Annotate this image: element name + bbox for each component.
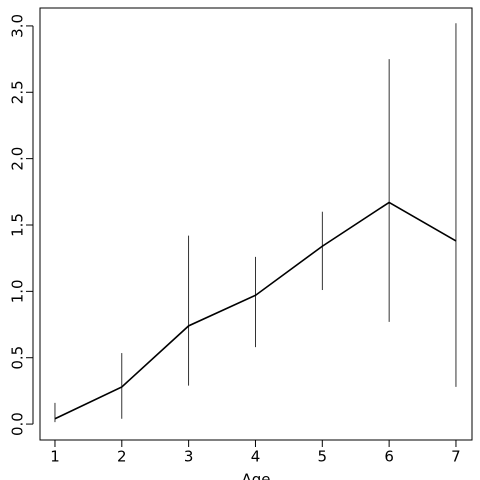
x-tick-label: 4 [251, 448, 261, 466]
x-tick-label: 6 [384, 448, 394, 466]
y-tick-label: 0.5 [9, 346, 27, 370]
x-tick-label: 2 [117, 448, 127, 466]
x-tick-label: 5 [318, 448, 328, 466]
y-tick-label: 3.0 [9, 14, 27, 38]
y-tick-label: 2.0 [9, 147, 27, 171]
y-tick-label: 2.5 [9, 80, 27, 104]
x-axis-label: Age [241, 471, 270, 480]
plot-box [39, 7, 473, 441]
x-tick-label: 7 [451, 448, 461, 466]
data-line [54, 201, 457, 420]
x-tick-label: 1 [50, 448, 60, 466]
x-tick-label: 3 [184, 448, 194, 466]
y-tick-label: 1.0 [9, 279, 27, 303]
y-tick-label: 0.0 [9, 412, 27, 436]
y-tick-label: 1.5 [9, 213, 27, 237]
